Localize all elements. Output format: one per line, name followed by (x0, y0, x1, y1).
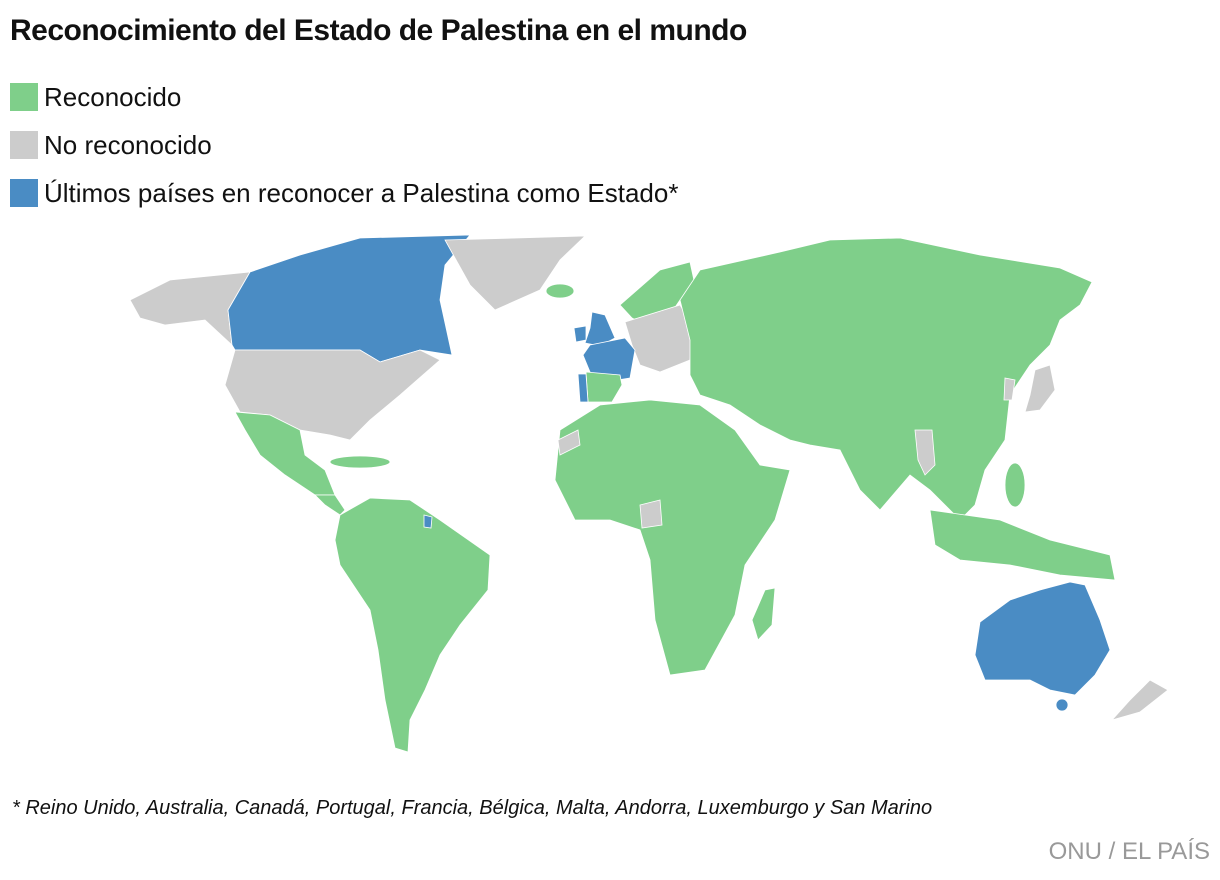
french-guiana (423, 514, 433, 529)
ireland (573, 325, 587, 343)
myanmar (914, 429, 936, 476)
legend-item: No reconocido (10, 130, 212, 160)
footnote: * Reino Unido, Australia, Canadá, Portug… (12, 797, 933, 819)
legend-swatch (10, 179, 38, 207)
iceland (545, 283, 575, 299)
spain (585, 371, 623, 403)
korea (1003, 377, 1016, 401)
japan (1024, 364, 1056, 413)
new-zealand (1110, 679, 1169, 721)
portugal (577, 373, 589, 403)
philippines (1004, 462, 1026, 508)
russia-asia (679, 237, 1093, 521)
cameroon (639, 499, 663, 529)
legend-label: Últimos países en reconocer a Palestina … (44, 177, 679, 208)
south-america (334, 497, 491, 753)
madagascar (751, 587, 776, 641)
western-sahara (557, 429, 581, 456)
australia (974, 581, 1111, 696)
legend-item: Últimos países en reconocer a Palestina … (10, 178, 678, 208)
africa (554, 399, 791, 676)
caribbean (329, 455, 391, 469)
world-map (129, 234, 1169, 753)
source: ONU / EL PAÍS (1048, 838, 1210, 865)
map-title: Reconocimiento del Estado de Palestina e… (10, 14, 747, 47)
central-america (314, 494, 346, 516)
legend-label: No reconocido (44, 129, 212, 160)
legend-item: Reconocido (10, 82, 181, 112)
legend-swatch (10, 131, 38, 159)
greenland (444, 235, 587, 311)
legend-label: Reconocido (44, 81, 182, 112)
tasmania (1055, 698, 1069, 712)
southeast-asia-islands (929, 509, 1116, 581)
legend-swatch (10, 83, 38, 111)
canada (227, 234, 471, 363)
